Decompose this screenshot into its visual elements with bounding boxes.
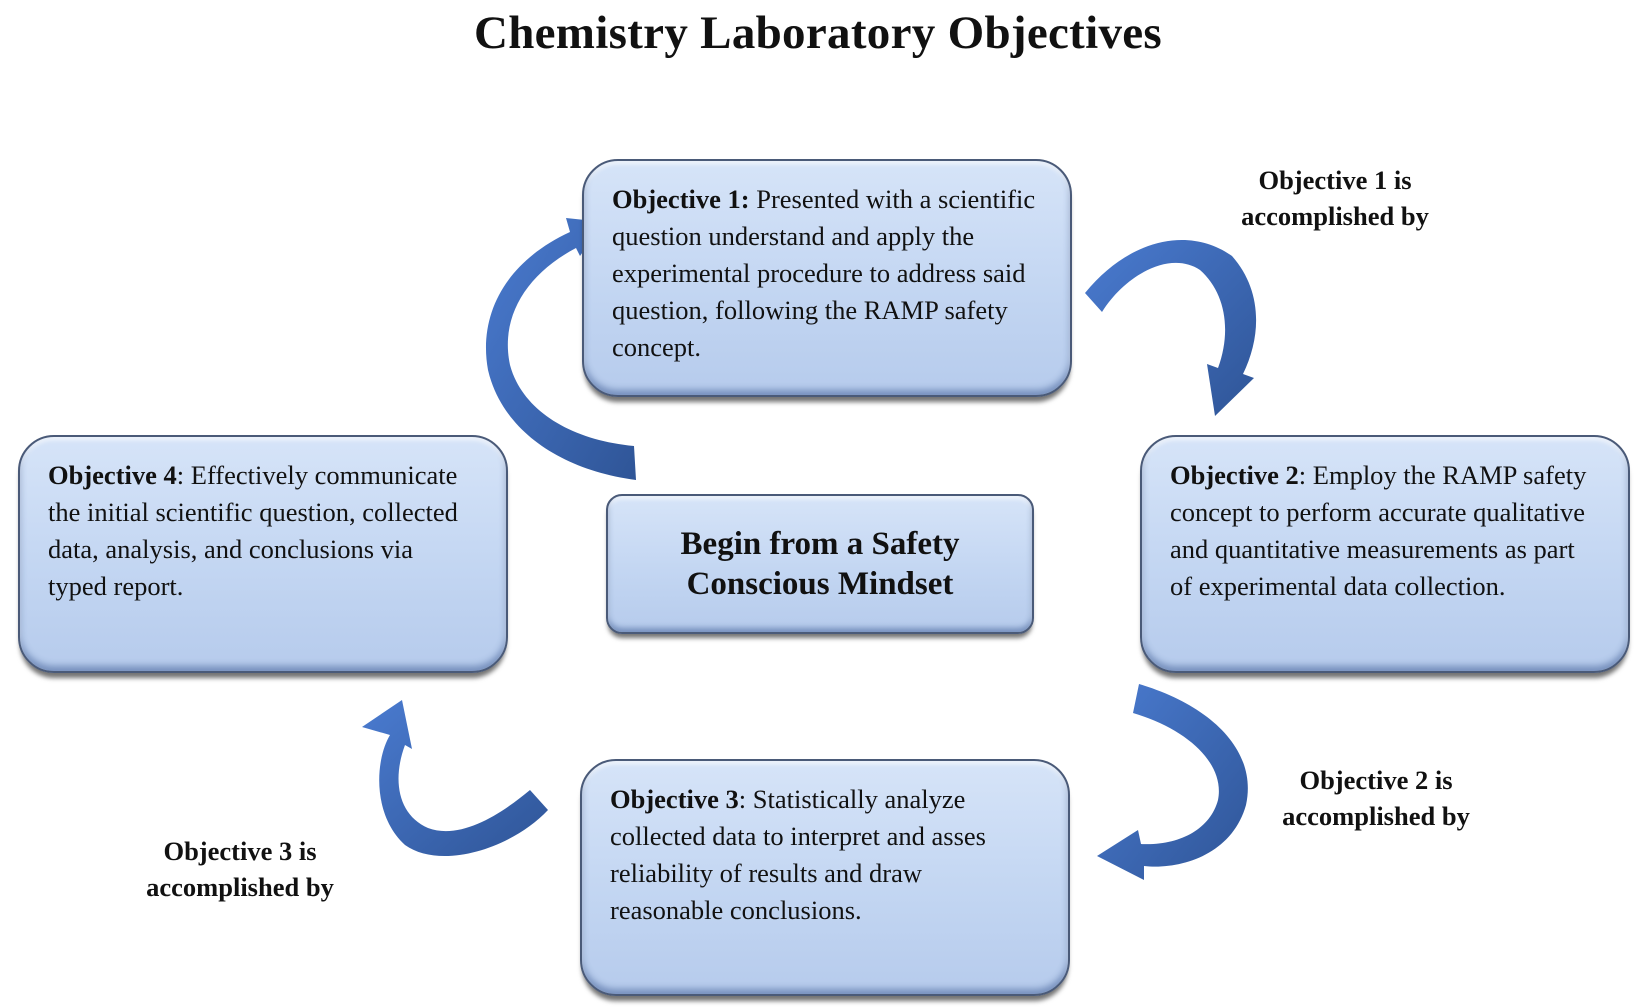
label-3-line-1: Objective 3 is bbox=[163, 836, 317, 866]
label-objective-3: Objective 3 is accomplished by bbox=[100, 833, 380, 905]
objective-3-text: : Statistically analyze collected data t… bbox=[610, 784, 986, 925]
objective-4-text: : Effectively communicate the initial sc… bbox=[48, 460, 458, 601]
label-1-line-2: accomplished by bbox=[1241, 201, 1429, 231]
label-objective-1: Objective 1 is accomplished by bbox=[1195, 162, 1475, 234]
arrow-obj2-to-obj3 bbox=[1097, 684, 1248, 880]
objective-3-heading: Objective 3 bbox=[610, 784, 739, 814]
objective-1-text: Presented with a scientific question und… bbox=[612, 184, 1036, 362]
label-3-line-2: accomplished by bbox=[146, 872, 334, 902]
center-line-1: Begin from a Safety bbox=[680, 526, 960, 562]
center-safety-box: Begin from a Safety Conscious Mindset bbox=[606, 494, 1034, 634]
objective-1-heading: Objective 1: bbox=[612, 184, 750, 214]
objective-1-box: Objective 1: Presented with a scientific… bbox=[582, 159, 1072, 397]
objective-2-box: Objective 2: Employ the RAMP safety conc… bbox=[1140, 435, 1630, 673]
arrow-center-to-obj1 bbox=[485, 218, 636, 480]
center-line-2: Conscious Mindset bbox=[686, 566, 954, 602]
objective-4-box: Objective 4: Effectively communicate the… bbox=[18, 435, 508, 673]
objective-2-text: : Employ the RAMP safety concept to perf… bbox=[1170, 460, 1587, 601]
label-2-line-2: accomplished by bbox=[1282, 801, 1470, 831]
diagram-title: Chemistry Laboratory Objectives bbox=[473, 7, 1163, 59]
objective-4-heading: Objective 4 bbox=[48, 460, 177, 490]
arrow-obj3-to-obj4 bbox=[362, 700, 548, 857]
label-2-line-1: Objective 2 is bbox=[1299, 765, 1453, 795]
objective-3-box: Objective 3: Statistically analyze colle… bbox=[580, 759, 1070, 996]
objective-2-heading: Objective 2 bbox=[1170, 460, 1299, 490]
label-objective-2: Objective 2 is accomplished by bbox=[1236, 762, 1516, 834]
arrow-obj1-to-obj2 bbox=[1085, 239, 1257, 416]
label-1-line-1: Objective 1 is bbox=[1258, 165, 1412, 195]
